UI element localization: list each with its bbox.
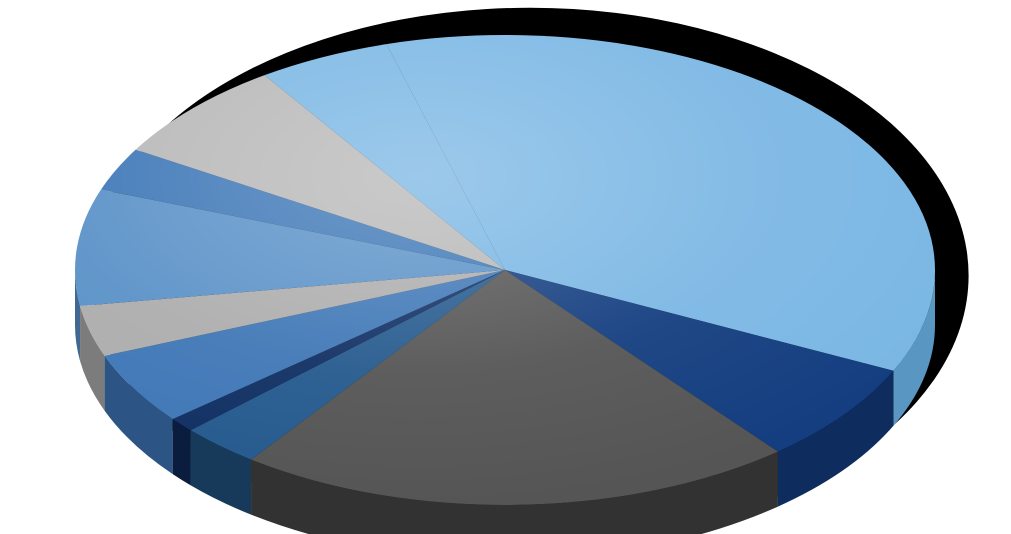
- pie-svg: [0, 0, 1011, 534]
- pie-chart-3d: [0, 0, 1011, 534]
- pie-side: [173, 419, 191, 485]
